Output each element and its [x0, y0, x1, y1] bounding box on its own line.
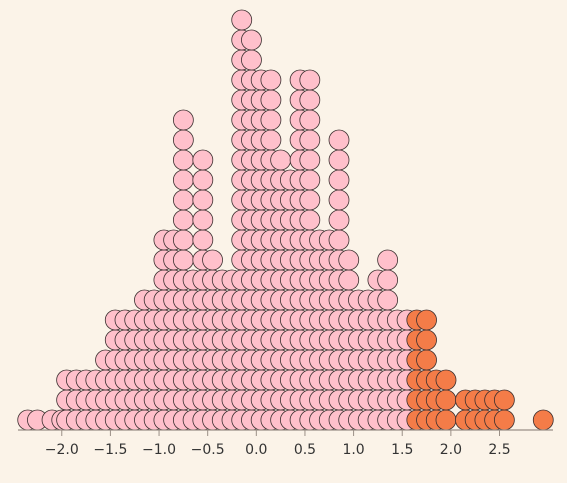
- data-dot: [416, 349, 437, 371]
- data-dot: [416, 329, 437, 351]
- data-dot: [270, 149, 292, 171]
- x-tick-label: 1.5: [391, 442, 413, 458]
- data-dot: [260, 69, 282, 91]
- data-dot: [192, 229, 214, 251]
- data-dot: [202, 249, 223, 271]
- data-dot: [328, 229, 350, 251]
- data-dot: [172, 129, 194, 151]
- data-dot: [377, 289, 399, 311]
- data-dot: [192, 149, 214, 171]
- data-dot: [299, 169, 321, 191]
- data-dot: [299, 129, 321, 151]
- x-tick-label: 2.5: [488, 442, 510, 458]
- data-dot: [260, 89, 282, 111]
- data-dot: [328, 189, 350, 211]
- data-dot: [241, 29, 262, 51]
- data-dot: [172, 149, 194, 171]
- x-tick-label: 1.0: [342, 442, 364, 458]
- data-dot: [172, 169, 194, 191]
- data-dot: [231, 9, 253, 31]
- data-dot: [192, 189, 214, 211]
- data-dot: [338, 269, 360, 291]
- data-dot: [328, 129, 350, 151]
- x-axis: −2.0 −1.5 −1.0 −0.5 0.0 0.5 1.0 1.5 2.0 2.5: [18, 429, 553, 458]
- data-dot: [299, 149, 321, 171]
- data-dot: [416, 309, 437, 331]
- data-dot: [377, 249, 399, 271]
- data-dot: [172, 109, 194, 131]
- x-tick-label: 0.5: [294, 442, 316, 458]
- x-tick-label: 2.0: [440, 442, 462, 458]
- data-dot: [241, 49, 262, 71]
- data-dot: [299, 69, 321, 91]
- data-dot: [172, 189, 194, 211]
- data-dot: [338, 249, 360, 271]
- data-dot: [172, 229, 194, 251]
- data-dot: [328, 149, 350, 171]
- data-dot: [299, 109, 321, 131]
- data-dot: [260, 109, 282, 131]
- data-dot: [532, 409, 554, 431]
- data-dot: [172, 249, 194, 271]
- data-dot: [192, 209, 214, 231]
- data-dot: [435, 389, 457, 411]
- data-dot: [435, 409, 457, 431]
- data-dot: [328, 209, 350, 231]
- data-dot: [299, 189, 321, 211]
- x-tick-label: −2.0: [45, 442, 79, 458]
- data-dot: [299, 209, 321, 231]
- x-tick-label: −1.5: [93, 442, 127, 458]
- data-dot: [493, 389, 515, 411]
- data-dot: [192, 169, 214, 191]
- data-dot: [377, 269, 399, 291]
- data-dot: [328, 169, 350, 191]
- data-dot: [260, 129, 282, 151]
- data-dot: [493, 409, 515, 431]
- data-dot: [299, 89, 321, 111]
- x-tick-label: 0.0: [245, 442, 267, 458]
- x-tick-label: −1.0: [142, 442, 176, 458]
- data-dot: [172, 209, 194, 231]
- dots-layer: [17, 9, 554, 431]
- x-tick-label: −0.5: [191, 442, 225, 458]
- data-dot: [435, 369, 457, 391]
